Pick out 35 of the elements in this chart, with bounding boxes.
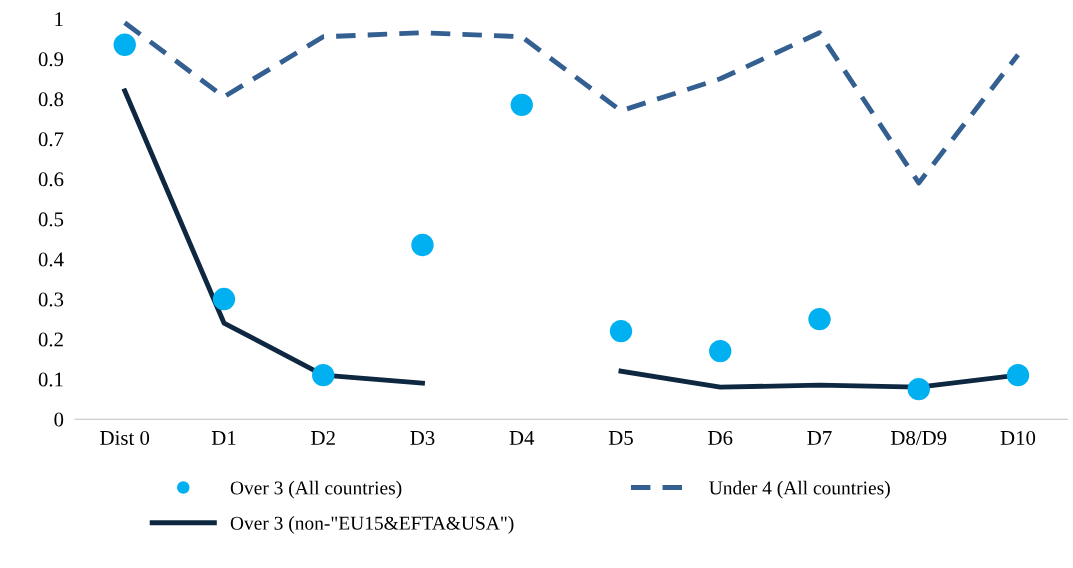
point [1006,363,1030,387]
x-tick-label: D8/D9 [891,430,947,445]
x-tick-label: D7 [807,431,832,445]
point [808,307,831,331]
y-tick-label: 0.8 [38,92,64,107]
x-tick-label: D3 [410,430,435,445]
x-tick-label: D10 [1000,430,1036,445]
y-tick-label: 0.5 [38,212,64,227]
x-tick-label: D4 [509,431,535,445]
y-tick-label: 1 [55,12,63,26]
x-tick-label: D2 [311,430,335,445]
point [709,339,732,363]
y-tick-label: 0.9 [38,52,64,67]
y-tick-label: 0.6 [38,172,64,187]
point [609,319,633,343]
point [113,33,136,56]
point [907,377,930,401]
point [212,287,236,311]
point [312,363,335,387]
y-tick-label: 0.4 [38,252,64,267]
y-tick-label: 0.7 [38,132,64,147]
x-tick-label: D1 [211,431,236,445]
y-tick-label: 0 [54,412,64,427]
point [510,93,533,117]
x-tick-label: D6 [708,430,733,445]
y-tick-label: 0.2 [38,332,63,347]
legend-label: Over 3 (non-"EU15&EFTA&USA") [230,516,514,534]
x-tick-label: D5 [608,431,633,445]
legend-label: Over 3 (All countries) [230,480,402,499]
y-tick-label: 0.3 [38,292,64,307]
point [411,233,434,257]
y-tick-label: 0.1 [38,372,63,387]
x-tick-label: Dist 0 [100,430,150,445]
legend-label: Under 4 (All countries) [709,480,890,499]
line-series [122,20,1021,186]
